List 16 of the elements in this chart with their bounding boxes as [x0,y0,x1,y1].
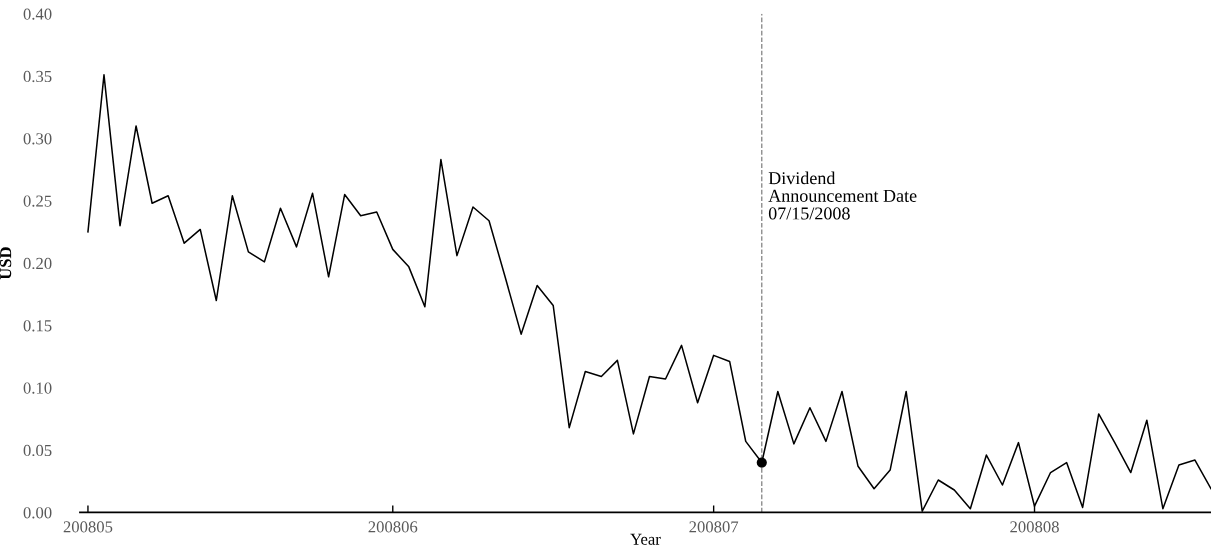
annotation: Dividend Announcement Date 07/15/2008 [768,171,917,220]
x-tick-label: 200806 [368,521,418,533]
y-tick-label: 0.40 [23,8,52,20]
y-tick-label: 0.10 [23,382,52,394]
x-tick-label: 200807 [689,521,739,533]
y-tick-label: 0.00 [23,507,52,519]
x-axis-title: Year [630,533,661,545]
y-tick-label: 0.35 [23,70,52,83]
y-tick-label: 0.15 [23,320,52,332]
y-tick-label: 0.30 [23,133,52,145]
y-tick-label: 0.05 [23,444,52,457]
x-tick-label: 200805 [63,521,113,533]
y-tick-label: 0.20 [23,257,52,270]
y-tick-label: 0.25 [23,195,52,207]
y-axis-title: USD [0,247,12,280]
x-tick-label: 200808 [1010,521,1059,533]
